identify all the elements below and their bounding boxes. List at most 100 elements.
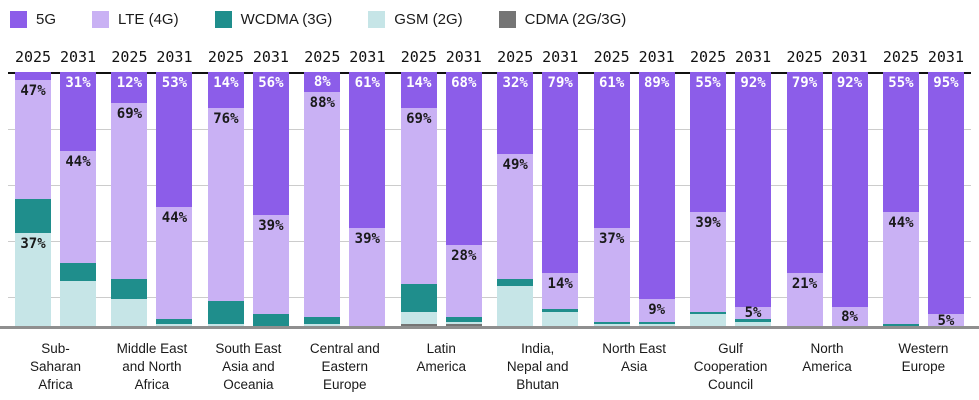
segment-lte-4g: 88% <box>304 92 341 317</box>
bar-pair: 2025 12% 69% 2031 53% 44% <box>111 44 193 327</box>
stacked-bar-sub-saharan-africa-2025: 47% 37% <box>15 72 51 327</box>
segment-value-label: 39% <box>258 217 284 234</box>
bar-column: 2025 32% 49% <box>497 44 533 327</box>
segment-5g: 95% <box>927 72 964 315</box>
segment-value-label: 79% <box>547 75 573 91</box>
segment-value-label: 69% <box>116 105 143 122</box>
segment-gsm-2g <box>593 324 630 326</box>
region-label-line: Asia <box>620 359 648 374</box>
stacked-bar-gulf-cooperation-council-2025: 55% 39% <box>690 72 727 327</box>
segment-5g: 56% <box>252 72 289 215</box>
stacked-bar-gulf-cooperation-council-2031: 92% 5% <box>735 72 772 327</box>
stacked-bar-western-europe-2025: 55% 44% <box>882 72 919 327</box>
legend-item-wcdma-3g: WCDMA (3G) <box>214 11 333 28</box>
bar-column: 2031 89% 9% <box>639 44 675 327</box>
segment-gsm-2g <box>690 314 727 327</box>
segment-lte-4g: 8% <box>831 306 868 327</box>
segment-5g: 12% <box>111 72 148 103</box>
region-axis-label: Sub- Saharan Africa <box>30 340 81 394</box>
region-label-line: North <box>810 341 844 356</box>
region-group-western-europe: 2025 55% 44% 2031 95% 5% Western Europe <box>883 44 964 394</box>
year-label: 2025 <box>14 48 52 66</box>
bar-column: 2031 68% 28% <box>446 44 482 327</box>
segment-lte-4g: 9% <box>638 298 675 322</box>
bar-column: 2025 14% 69% <box>401 44 437 327</box>
grid-layer <box>0 72 979 329</box>
region-label-line: Western <box>898 341 949 356</box>
segment-lte-4g: 44% <box>60 151 96 264</box>
segment-value-label: 37% <box>598 230 625 247</box>
segment-wcdma-3g <box>156 319 193 325</box>
stacked-bar-central-and-eastern-europe-2025: 8% 88% <box>304 72 341 327</box>
segment-lte-4g: 39% <box>252 214 289 315</box>
segment-gsm-2g <box>207 324 244 327</box>
legend-swatch-icon <box>368 11 386 28</box>
bar-column: 2025 55% 39% <box>690 44 726 327</box>
segment-value-label: 61% <box>354 75 380 91</box>
region-label-line: Oceania <box>223 377 274 392</box>
segment-value-label: 14% <box>406 75 432 91</box>
segment-5g: 89% <box>638 72 675 299</box>
bar-column: 2025 79% 21% <box>786 44 823 327</box>
segment-lte-4g: 14% <box>542 273 579 310</box>
segment-gsm-2g <box>304 324 341 327</box>
stacked-bar-south-east-asia-and-oceania-2025: 14% 76% <box>207 72 244 327</box>
stacked-bar-north-east-asia-2025: 61% 37% <box>593 72 630 327</box>
segment-value-label: 49% <box>502 156 528 173</box>
region-label-line: and North <box>122 359 182 374</box>
segment-value-label: 39% <box>354 230 380 247</box>
legend-label: WCDMA (3G) <box>240 11 333 28</box>
segment-5g: 79% <box>786 72 823 274</box>
segment-lte-4g: 47% <box>15 79 51 200</box>
segment-lte-4g: 69% <box>400 107 437 284</box>
segment-5g: 53% <box>156 72 193 208</box>
year-label: 2025 <box>786 48 823 66</box>
segment-gsm-2g <box>400 311 437 325</box>
stacked-bar-central-and-eastern-europe-2031: 61% 39% <box>349 72 386 327</box>
segment-lte-4g: 44% <box>156 207 193 320</box>
gridline <box>8 241 971 243</box>
region-label-line: Sub- <box>41 341 70 356</box>
segment-5g: 31% <box>60 72 96 152</box>
region-label-line: Middle East <box>116 341 188 356</box>
stacked-bar-middle-east-and-north-africa-2031: 53% 44% <box>156 72 193 327</box>
stacked-bar-latin-america-2031: 68% 28% <box>445 72 482 327</box>
segment-wcdma-3g <box>542 309 579 312</box>
segment-wcdma-3g <box>593 321 630 325</box>
bar-column: 2031 92% 8% <box>831 44 868 327</box>
stacked-bar-sub-saharan-africa-2031: 31% 44% <box>60 72 96 327</box>
bar-pair: 2025 8% 88% 2031 61% 39% <box>304 44 385 327</box>
legend-swatch-icon <box>10 11 27 28</box>
bar-pair: 2025 55% 44% 2031 95% 5% <box>882 44 964 329</box>
segment-value-label: 5% <box>937 312 955 329</box>
segment-value-label: 14% <box>547 276 573 293</box>
region-label-line: Africa <box>134 377 170 392</box>
segment-wcdma-3g <box>207 301 244 325</box>
segment-value-label: 92% <box>740 75 766 91</box>
segment-gsm-2g: 37% <box>15 232 51 327</box>
segment-lte-4g: 44% <box>882 212 919 325</box>
segment-lte-4g: 39% <box>690 212 727 312</box>
year-label: 2025 <box>690 48 727 66</box>
segment-gsm-2g <box>735 321 772 327</box>
segment-gsm-2g <box>638 324 675 327</box>
segment-value-label: 8% <box>841 308 858 325</box>
gridline <box>8 184 971 186</box>
legend-label: LTE (4G) <box>118 11 179 28</box>
year-label: 2031 <box>542 48 579 66</box>
segment-cdma-2g-3g <box>445 324 482 327</box>
year-label: 2031 <box>445 48 482 66</box>
legend-label: 5G <box>36 11 57 28</box>
region-group-central-and-eastern-europe: 2025 8% 88% 2031 61% 39% Central and Eastern Eur… <box>304 44 385 394</box>
segment-value-label: 79% <box>791 75 818 91</box>
region-axis-label: North East Asia <box>602 340 666 376</box>
region-label-line: Saharan <box>29 359 82 374</box>
stacked-bar-south-east-asia-and-oceania-2031: 56% 39% <box>252 72 289 327</box>
segment-value-label: 12% <box>116 75 143 91</box>
stacked-bar-india-nepal-and-bhutan-2031: 79% 14% <box>542 72 579 327</box>
year-label: 2025 <box>882 48 919 66</box>
segment-wcdma-3g <box>111 278 148 299</box>
stacked-bar-north-america-2031: 92% 8% <box>831 72 868 327</box>
segment-value-label: 44% <box>888 215 914 232</box>
year-label: 2025 <box>593 48 630 66</box>
